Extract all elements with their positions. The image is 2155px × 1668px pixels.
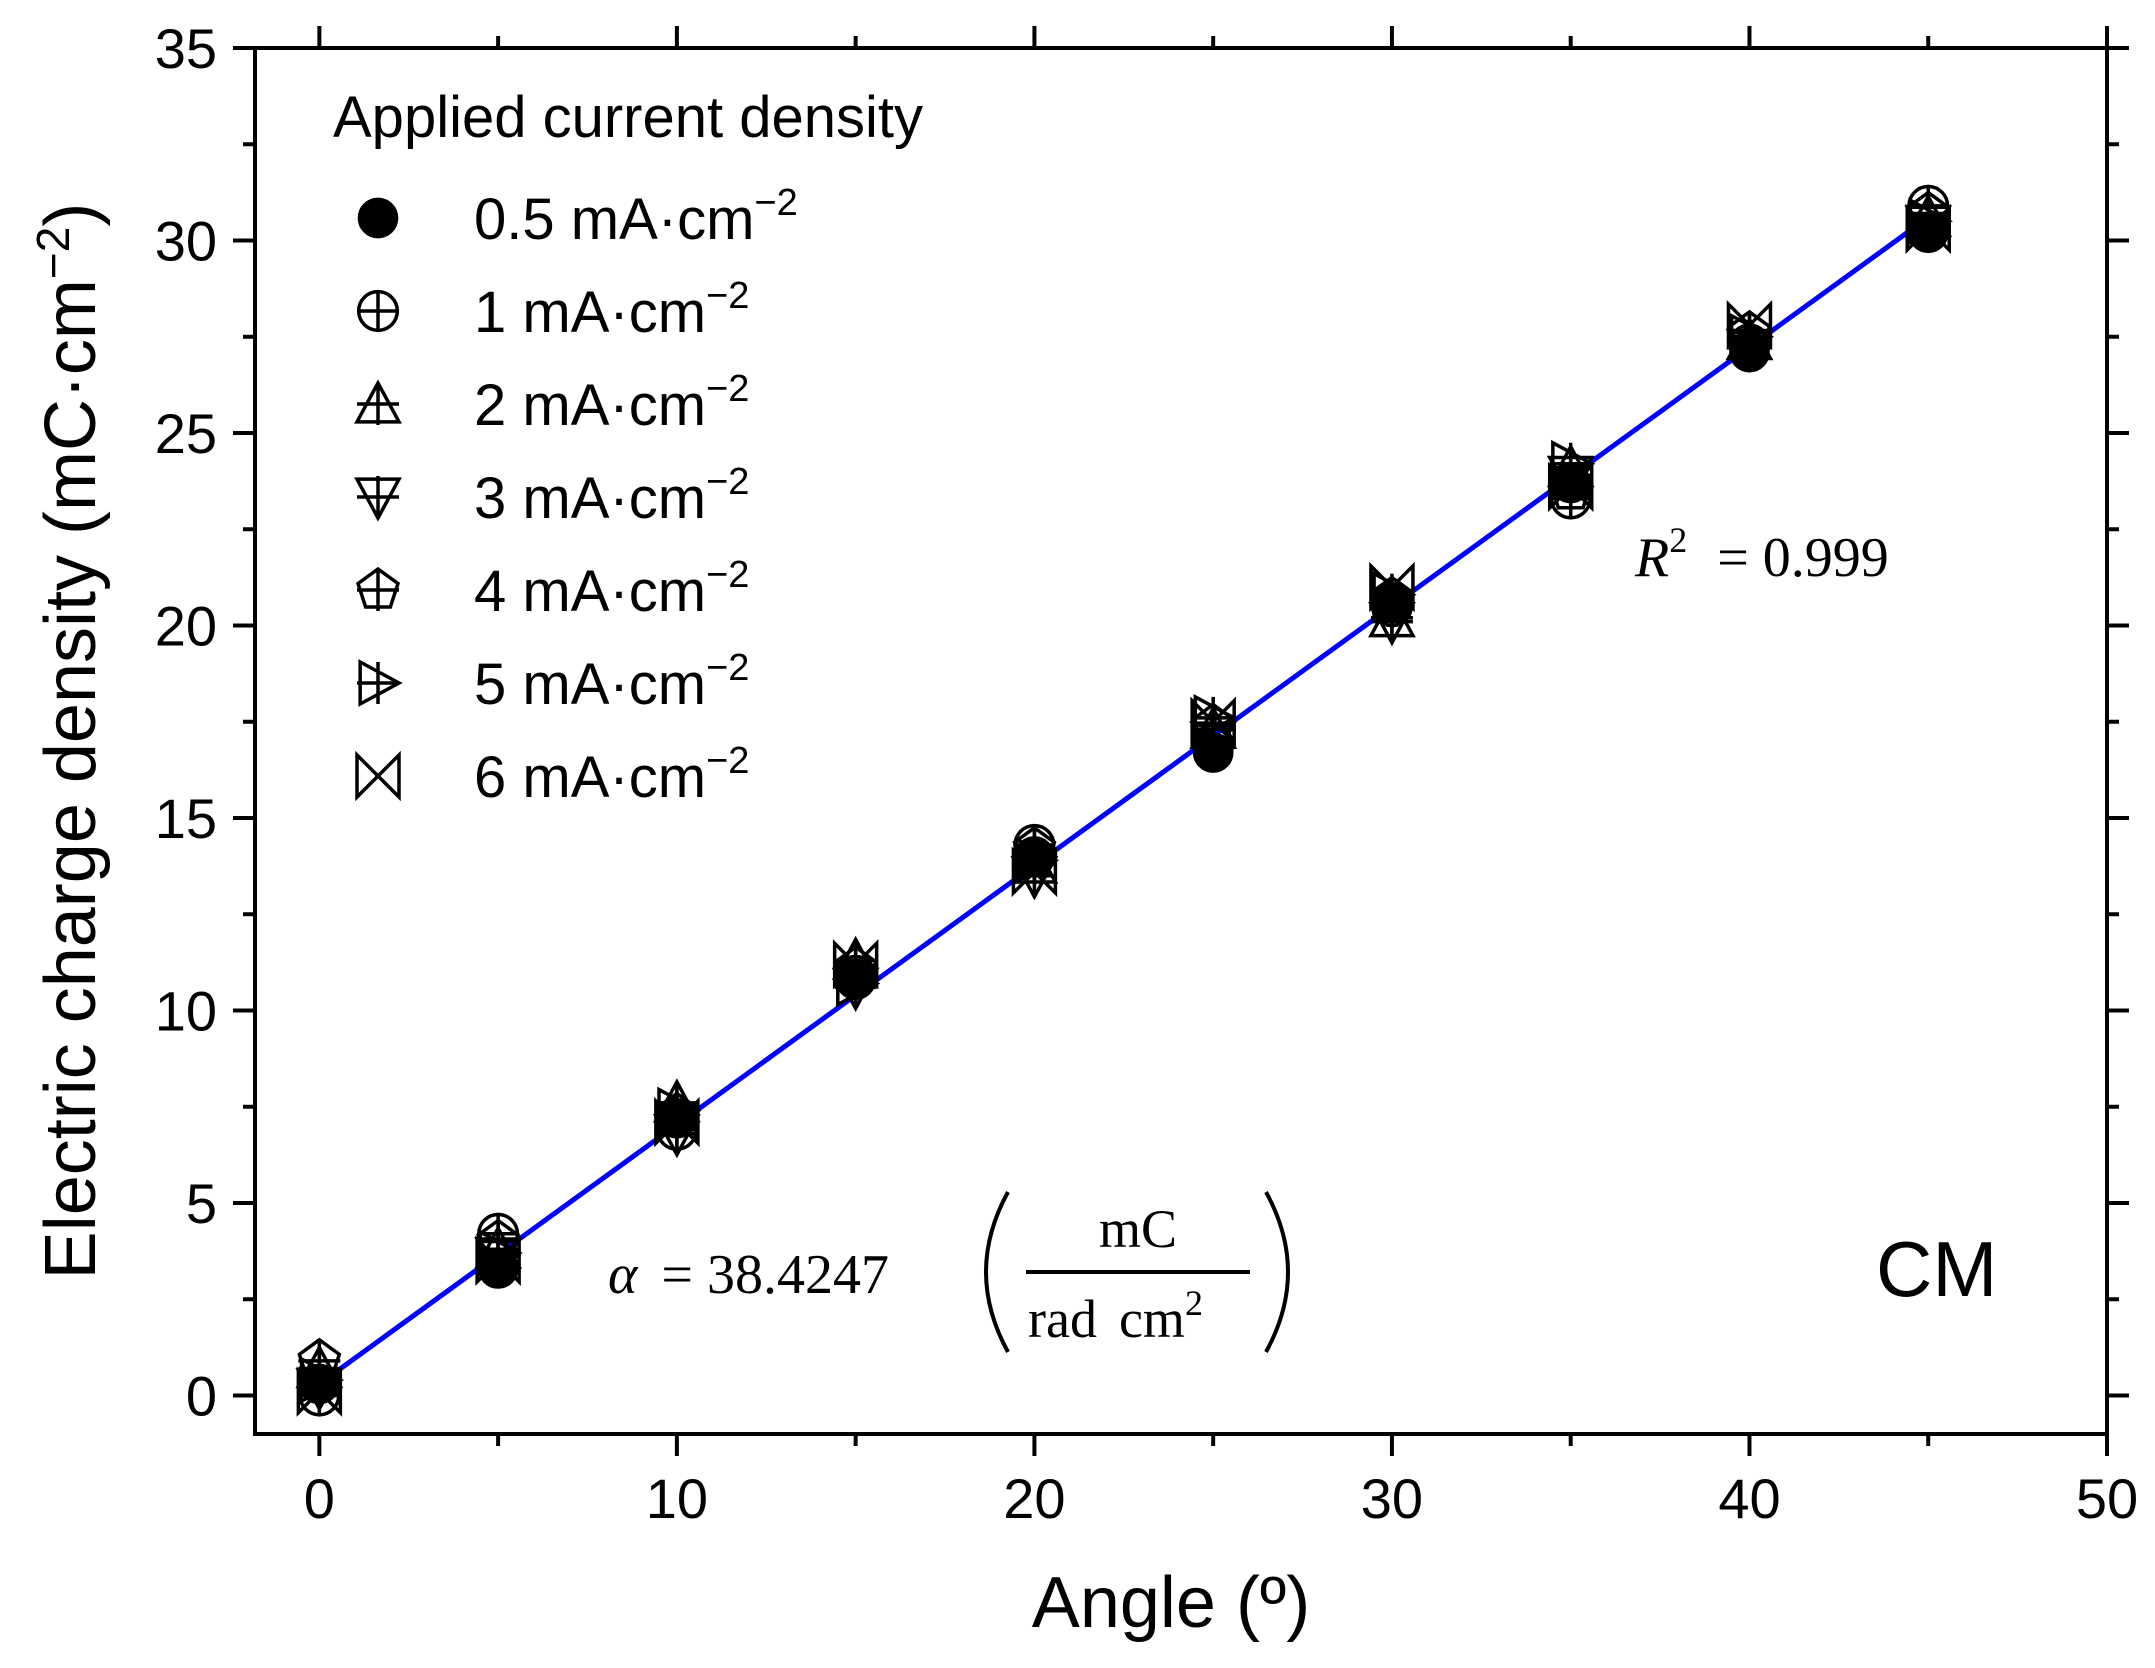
legend-label-superscript: −2 xyxy=(706,368,749,410)
legend-item: 6 mA·cm−2 xyxy=(355,740,749,810)
alpha-den-superscript: 2 xyxy=(1185,1283,1203,1323)
legend-label-unit: mA·cm xyxy=(506,652,706,717)
alpha-annotation: α = 38.4247 mC rad cm2 xyxy=(608,1191,1290,1353)
legend-marker xyxy=(355,566,401,611)
legend-label-value: 3 xyxy=(474,466,506,531)
data-point xyxy=(1192,693,1238,742)
legend-label: 3 mA·cm−2 xyxy=(474,461,749,531)
data-point xyxy=(832,939,879,990)
legend-label-unit: mA·cm xyxy=(506,745,706,810)
legend-marker xyxy=(357,197,399,239)
alpha-fraction-denominator: rad cm2 xyxy=(1028,1283,1203,1349)
x-tick-label: 30 xyxy=(1361,1467,1423,1530)
r-squared-symbol: R xyxy=(1634,527,1669,589)
legend-label-unit: mA·cm xyxy=(506,559,706,624)
legend-item: 5 mA·cm−2 xyxy=(357,647,749,717)
legend-label-superscript: −2 xyxy=(706,461,749,503)
series-6-ma xyxy=(296,203,1951,1417)
data-point xyxy=(1369,561,1415,613)
y-tick-label: 25 xyxy=(155,402,217,465)
alpha-den-cm: cm xyxy=(1119,1289,1185,1349)
legend-item: 0.5 mA·cm−2 xyxy=(357,182,798,252)
alpha-value: = 38.4247 xyxy=(661,1244,889,1306)
legend-item: 2 mA·cm−2 xyxy=(354,368,749,438)
legend-label: 2 mA·cm−2 xyxy=(474,368,749,438)
x-tick-label: 50 xyxy=(2076,1467,2138,1530)
alpha-symbol: α xyxy=(608,1244,639,1306)
legend-label-value: 2 xyxy=(474,373,506,438)
plot-area-frame xyxy=(253,46,2109,1436)
legend-label-superscript: −2 xyxy=(754,182,797,224)
fit-line xyxy=(317,215,1930,1386)
data-point xyxy=(1190,696,1236,747)
legend-label-superscript: −2 xyxy=(706,554,749,596)
panel-label: CM xyxy=(1876,1225,1997,1313)
data-point xyxy=(1549,439,1596,488)
y-axis-title-superscript: −2 xyxy=(27,227,79,279)
alpha-text: α = 38.4247 xyxy=(608,1244,889,1306)
y-tick-label: 20 xyxy=(155,595,217,658)
legend-item: 4 mA·cm−2 xyxy=(355,554,749,624)
data-point xyxy=(475,1235,521,1286)
y-tick-label: 30 xyxy=(155,210,217,273)
y-tick-label: 0 xyxy=(186,1365,217,1428)
data-point xyxy=(654,1096,700,1148)
r-squared-value: = 0.999 xyxy=(1717,527,1889,589)
data-point xyxy=(296,1366,343,1417)
y-tick-label: 5 xyxy=(186,1172,217,1235)
r-squared-annotation: R2 = 0.999 xyxy=(1634,520,1889,589)
x-tick-label: 10 xyxy=(646,1467,708,1530)
y-axis-title: Electric charge density (mC·cm−2) xyxy=(27,203,111,1280)
r-squared-superscript: 2 xyxy=(1669,520,1687,560)
legend-label-value: 1 xyxy=(474,280,506,345)
data-point xyxy=(1547,461,1594,513)
legend-label-unit: mA·cm xyxy=(506,280,706,345)
legend-label: 4 mA·cm−2 xyxy=(474,554,749,624)
legend-marker xyxy=(354,379,402,425)
y-tick-label: 35 xyxy=(155,17,217,80)
legend-label-unit: mA·cm xyxy=(506,466,706,531)
y-tick-label: 10 xyxy=(155,980,217,1043)
alpha-left-paren xyxy=(984,1191,1010,1353)
x-tick-label: 20 xyxy=(1003,1467,1065,1530)
legend-label-unit: mA·cm xyxy=(555,187,755,252)
alpha-fraction-numerator: mC xyxy=(1099,1199,1177,1259)
legend-title: Applied current density xyxy=(333,85,923,150)
legend-label: 6 mA·cm−2 xyxy=(474,740,749,810)
legend-label-value: 4 xyxy=(474,559,506,624)
legend-label-value: 6 xyxy=(474,745,506,810)
r-squared-text: R2 = 0.999 xyxy=(1634,520,1889,589)
data-point xyxy=(1726,299,1773,351)
data-point xyxy=(1011,846,1058,898)
legend-label-unit: mA·cm xyxy=(506,373,706,438)
legend-label: 1 mA·cm−2 xyxy=(474,275,749,345)
alpha-den-rad: rad xyxy=(1028,1289,1097,1349)
legend-marker xyxy=(355,750,401,802)
y-tick-label: 15 xyxy=(155,787,217,850)
legend-label-superscript: −2 xyxy=(706,647,749,689)
legend-label: 5 mA·cm−2 xyxy=(474,647,749,717)
data-point xyxy=(1905,203,1951,255)
legend-item: 1 mA·cm−2 xyxy=(356,275,749,345)
legend-marker xyxy=(357,659,403,707)
y-axis-title-main: Electric charge density (mC·cm xyxy=(31,279,111,1279)
y-axis-title-tail: ) xyxy=(31,203,111,227)
fit-line-layer xyxy=(317,215,1930,1386)
x-tick-label: 0 xyxy=(304,1467,335,1530)
alpha-right-paren xyxy=(1264,1191,1290,1353)
legend-label-value: 0.5 xyxy=(474,187,555,252)
legend-label-superscript: −2 xyxy=(706,740,749,782)
x-axis-title: Angle (º) xyxy=(1032,1563,1310,1643)
legend-item: 3 mA·cm−2 xyxy=(354,461,749,531)
legend-label-superscript: −2 xyxy=(706,275,749,317)
legend-label-value: 5 xyxy=(474,652,506,717)
legend-marker xyxy=(356,289,400,333)
legend-label: 0.5 mA·cm−2 xyxy=(474,182,798,252)
legend-marker xyxy=(354,476,402,522)
data-points-layer xyxy=(295,184,1953,1417)
x-tick-label: 40 xyxy=(1718,1467,1780,1530)
legend: 0.5 mA·cm−21 mA·cm−22 mA·cm−23 mA·cm−24 … xyxy=(354,182,798,810)
